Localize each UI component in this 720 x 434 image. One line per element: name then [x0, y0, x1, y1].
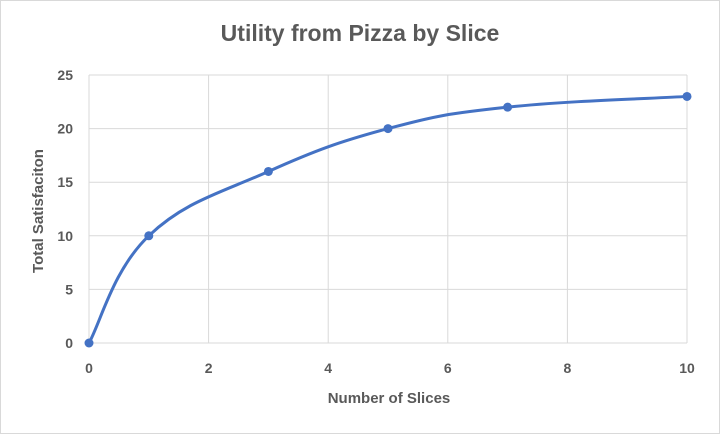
- data-point: [682, 91, 692, 101]
- data-point: [84, 338, 94, 348]
- y-tick-label: 25: [57, 67, 73, 83]
- x-tick-label: 8: [564, 360, 572, 376]
- y-tick-label: 20: [57, 121, 73, 137]
- y-tick-label: 10: [57, 228, 73, 244]
- data-point: [263, 166, 273, 176]
- series-line: [87, 94, 689, 345]
- y-axis-title: Total Satisfaciton: [30, 149, 47, 273]
- x-axis-title: Number of Slices: [328, 390, 451, 407]
- y-tick-label: 0: [65, 335, 73, 351]
- y-tick-label: 5: [65, 281, 73, 297]
- x-tick-label: 0: [85, 360, 93, 376]
- data-point: [144, 231, 154, 241]
- x-tick-label: 6: [444, 360, 452, 376]
- tick-labels: 0 5 10 15 20 25 0 2 4 6 8 10: [57, 67, 695, 376]
- y-tick-label: 15: [57, 174, 73, 190]
- x-tick-label: 2: [205, 360, 213, 376]
- data-point: [503, 102, 513, 112]
- data-point: [383, 124, 393, 134]
- x-tick-label: 4: [324, 360, 332, 376]
- x-tick-label: 10: [679, 360, 695, 376]
- gridlines: [88, 74, 688, 344]
- chart-title: Utility from Pizza by Slice: [221, 20, 500, 46]
- data-points: [84, 91, 692, 348]
